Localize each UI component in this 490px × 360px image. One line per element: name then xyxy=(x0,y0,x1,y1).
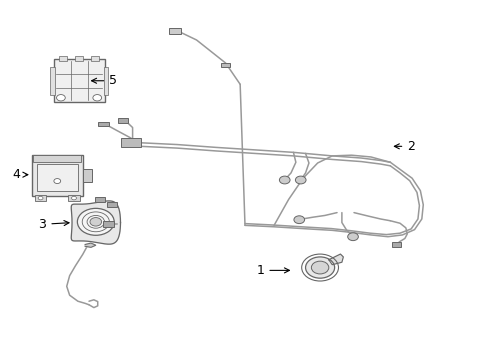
Bar xyxy=(95,197,104,202)
Text: 2: 2 xyxy=(394,140,415,153)
Circle shape xyxy=(295,176,306,184)
Circle shape xyxy=(306,257,335,278)
Circle shape xyxy=(279,176,290,184)
Bar xyxy=(98,122,109,126)
Polygon shape xyxy=(71,201,121,244)
Bar xyxy=(221,63,230,67)
Bar xyxy=(53,59,104,102)
Circle shape xyxy=(38,196,43,200)
Bar xyxy=(50,67,54,95)
Circle shape xyxy=(311,261,329,274)
Bar xyxy=(103,67,108,95)
Polygon shape xyxy=(85,243,96,247)
Bar xyxy=(91,56,98,60)
Circle shape xyxy=(93,95,101,101)
Circle shape xyxy=(72,196,76,200)
Text: 5: 5 xyxy=(92,74,118,87)
Bar xyxy=(33,155,81,162)
Circle shape xyxy=(56,95,65,101)
Bar xyxy=(35,195,47,201)
Bar xyxy=(107,202,117,207)
Text: 3: 3 xyxy=(39,218,69,231)
Bar xyxy=(392,242,401,247)
Circle shape xyxy=(77,208,114,235)
Bar xyxy=(102,221,114,227)
Bar xyxy=(59,56,67,60)
Bar xyxy=(169,28,181,34)
Text: 1: 1 xyxy=(256,264,290,277)
Bar xyxy=(37,164,78,191)
Text: 4: 4 xyxy=(12,168,28,181)
Bar xyxy=(75,56,83,60)
Polygon shape xyxy=(329,254,343,265)
Bar xyxy=(83,170,93,182)
Circle shape xyxy=(90,217,101,226)
Bar xyxy=(68,195,80,201)
Bar xyxy=(118,118,128,123)
Circle shape xyxy=(294,216,305,224)
Circle shape xyxy=(348,233,358,240)
Bar xyxy=(32,155,83,196)
Bar xyxy=(122,138,141,147)
Circle shape xyxy=(54,179,61,184)
